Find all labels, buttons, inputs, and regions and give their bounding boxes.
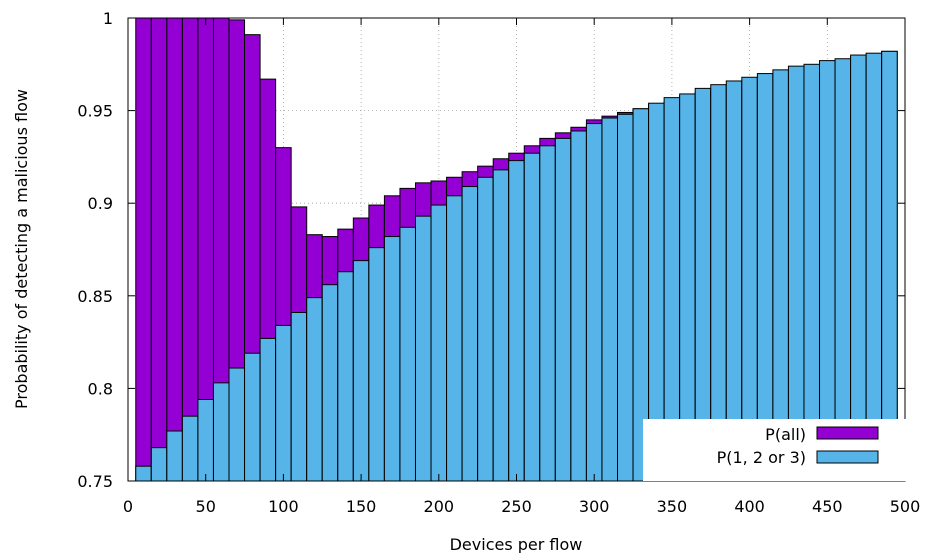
x-tick-label: 250 <box>501 497 532 516</box>
bar-p-123 <box>275 324 292 482</box>
bar-p-123 <box>865 52 883 482</box>
x-tick-label: 100 <box>268 497 299 516</box>
bar-p-123 <box>461 186 479 482</box>
x-tick-label: 450 <box>812 497 843 516</box>
bar-p-123 <box>850 54 867 482</box>
x-tick-label: 50 <box>196 497 216 516</box>
bar-p-123 <box>383 236 401 482</box>
x-tick-label: 350 <box>657 497 688 516</box>
y-tick-label: 0.95 <box>77 102 113 121</box>
bar-p-123 <box>601 117 619 482</box>
bar-p-123 <box>244 352 261 482</box>
bar-p-123 <box>446 195 463 482</box>
bar-p-123 <box>368 247 385 482</box>
bar-p-123 <box>212 382 230 482</box>
legend-label-all: P(all) <box>765 425 806 444</box>
bar-p-123 <box>352 260 370 482</box>
bar-p-123 <box>539 145 556 482</box>
bar-p-123 <box>508 160 525 482</box>
x-tick-label: 400 <box>734 497 765 516</box>
bar-p-123 <box>819 60 836 482</box>
x-tick-label: 200 <box>424 497 455 516</box>
bar-p-123 <box>414 215 432 482</box>
y-tick-label: 0.8 <box>88 379 113 398</box>
bar-p-all <box>135 17 152 482</box>
legend-label-123: P(1, 2 or 3) <box>717 448 806 467</box>
bars <box>135 17 898 482</box>
bar-p-123 <box>881 50 898 482</box>
bar-p-123 <box>492 169 510 482</box>
bar-p-123 <box>803 63 821 482</box>
x-tick-label: 0 <box>123 497 133 516</box>
y-tick-label: 0.85 <box>77 287 113 306</box>
bar-p-123 <box>135 465 152 482</box>
y-tick-label: 0.9 <box>88 194 113 213</box>
bar-p-123 <box>477 176 494 482</box>
x-tick-label: 300 <box>579 497 610 516</box>
bar-p-123 <box>337 271 354 482</box>
bar-p-123 <box>228 367 246 482</box>
bar-p-all <box>166 17 183 482</box>
bar-p-123 <box>834 58 852 482</box>
bar-p-123 <box>197 399 214 482</box>
bar-p-123 <box>259 337 277 482</box>
bar-p-123 <box>290 311 308 482</box>
tick-labels: 0 50 100 150 200 250 300 350 400 450 500 0.75 0.8 0.8… <box>77 9 920 516</box>
legend: P(all) P(1, 2 or 3) <box>643 419 909 481</box>
legend-swatch-all <box>816 426 879 440</box>
y-tick-label: 1 <box>103 9 113 28</box>
bar-p-123 <box>150 447 168 482</box>
bar-p-123 <box>617 113 634 482</box>
bar-p-123 <box>166 430 183 482</box>
bar-p-123 <box>430 204 448 482</box>
bar-p-123 <box>399 226 416 482</box>
y-tick-label: 0.75 <box>77 472 113 491</box>
bar-p-123 <box>787 65 805 482</box>
bar-p-123 <box>585 123 603 482</box>
legend-swatch-123 <box>816 450 879 464</box>
y-axis-title: Probability of detecting a malicious flo… <box>12 89 31 409</box>
bar-p-all <box>181 17 199 482</box>
bar-p-123 <box>306 297 323 482</box>
x-tick-label: 500 <box>890 497 921 516</box>
x-axis-title: Devices per flow <box>450 535 583 553</box>
bar-p-all <box>150 17 168 482</box>
plot-frame <box>127 17 906 482</box>
bar-p-123 <box>523 152 541 482</box>
bar-p-123 <box>554 137 572 482</box>
x-tick-label: 150 <box>346 497 377 516</box>
bar-p-123 <box>570 130 587 482</box>
bar-p-123 <box>321 284 339 482</box>
bar-p-123 <box>181 415 199 482</box>
